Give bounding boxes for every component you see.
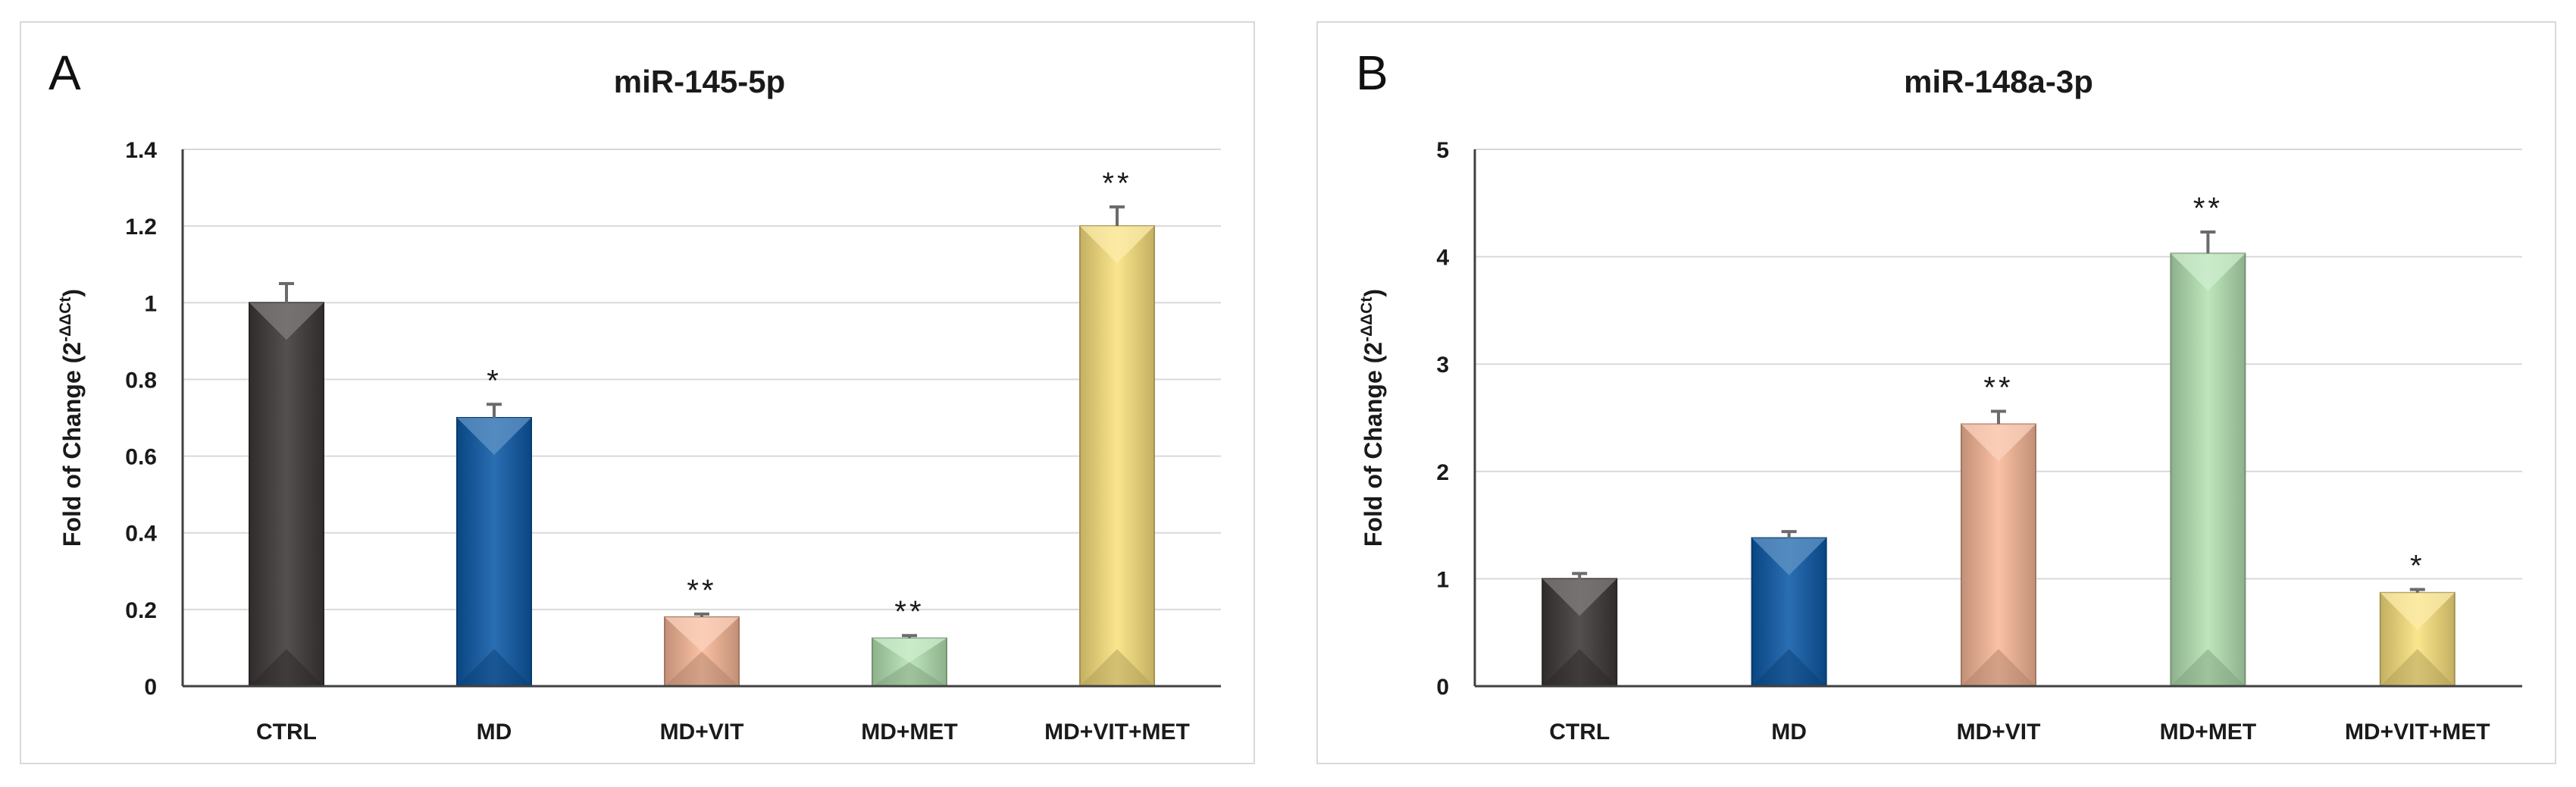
bar-md: [456, 417, 532, 687]
y-tick-label: 2: [1436, 460, 1449, 485]
chart-panel-b: B miR-148a-3p 0 1 2 3 4 5 Fold of Change (2-ΔΔC…: [1316, 21, 2556, 764]
y-axis-label-close: ): [1360, 289, 1387, 297]
chart-panel-a: A miR-145-5p 0 0.2 0.4 0.6 0.8 1 1.2 1.4 Fold of …: [20, 21, 1255, 764]
x-tick-label: CTRL: [256, 720, 317, 745]
x-tick-label: MD+VIT: [660, 720, 744, 745]
bar-bevel-top: [249, 303, 324, 340]
bar-bevel-bottom: [2380, 649, 2455, 686]
bar-bevel-top: [872, 638, 947, 663]
bar-bevel-bottom: [1080, 649, 1154, 686]
y-tick-label: 4: [1436, 246, 1449, 271]
y-tick-label: 0: [144, 675, 157, 700]
panel-label-b: B: [1356, 45, 1388, 100]
y-tick-label: 1: [1436, 567, 1449, 592]
bar-bevel-bottom: [457, 649, 531, 686]
bar-bevel-top: [665, 616, 739, 652]
y-tick-label: 0.6: [125, 445, 157, 470]
chart-svg-a: miR-145-5p 0 0.2 0.4 0.6 0.8 1 1.2 1.4 Fold of Ch…: [57, 64, 1221, 745]
bar-bevel-top: [2171, 253, 2246, 291]
x-tick-label: MD+MET: [861, 720, 958, 745]
x-tick-label: MD+MET: [2160, 720, 2257, 745]
bar-bevel-top: [1080, 226, 1154, 264]
x-tick-label: MD: [477, 720, 512, 745]
bar-bevel-top: [1961, 424, 2036, 462]
y-tick-label: 1.4: [125, 138, 157, 163]
y-tick-label: 1: [144, 291, 157, 316]
bar-bevel-top: [2380, 592, 2455, 630]
chart-svg-b: miR-148a-3p 0 1 2 3 4 5 Fold of Change (2-ΔΔCt)…: [1358, 64, 2522, 745]
x-tick-label: MD: [1771, 720, 1807, 745]
bar-md-vit-met: [1079, 225, 1155, 687]
y-axis-label-main: Fold of Change (2: [58, 342, 86, 547]
y-tick-label: 0: [1436, 675, 1449, 700]
y-tick-label: 0.4: [125, 522, 157, 547]
bar-bevel-bottom: [1961, 649, 2036, 686]
chart-title: miR-145-5p: [614, 64, 785, 99]
y-tick-label: 3: [1436, 353, 1449, 378]
bar-bevel-top: [1542, 578, 1617, 616]
bar-bevel-bottom: [249, 649, 324, 686]
y-tick-label: 1.2: [125, 215, 157, 240]
significance-marker: **: [2193, 192, 2223, 225]
x-tick-label: CTRL: [1549, 720, 1610, 745]
bar-md-met: [2170, 252, 2246, 687]
bar-bevel-bottom: [872, 662, 947, 686]
y-tick-label: 0.2: [125, 598, 157, 623]
y-axis-label-main: Fold of Change (2: [1360, 342, 1387, 547]
y-axis-label-superscript: -ΔΔCt: [57, 297, 74, 342]
significance-marker: **: [1102, 167, 1131, 200]
y-axis-label-close: ): [58, 289, 86, 297]
bar-ctrl: [249, 302, 324, 687]
x-tick-label: MD+VIT: [1957, 720, 2041, 745]
chart-title: miR-148a-3p: [1904, 64, 2093, 99]
significance-marker: *: [487, 364, 502, 397]
x-tick-label: MD+VIT+MET: [1044, 720, 1190, 745]
panel-label-a: A: [49, 45, 81, 100]
y-tick-label: 5: [1436, 138, 1449, 163]
significance-marker: **: [1983, 372, 2013, 405]
bar-bevel-top: [1751, 538, 1826, 575]
y-axis-label: Fold of Change (2-ΔΔCt): [1358, 289, 1387, 547]
bar-bevel-bottom: [2171, 649, 2246, 686]
y-tick-label: 0.8: [125, 368, 157, 393]
bar-bevel-bottom: [1751, 649, 1826, 686]
bar-bevel-bottom: [1542, 649, 1617, 686]
y-axis-label: Fold of Change (2-ΔΔCt): [57, 289, 86, 547]
significance-marker: *: [2410, 550, 2425, 583]
significance-marker: **: [894, 595, 924, 629]
significance-marker: **: [687, 574, 716, 607]
y-axis-label-superscript: -ΔΔCt: [1358, 297, 1376, 342]
bar-md-vit: [1961, 423, 2036, 687]
x-tick-label: MD+VIT+MET: [2345, 720, 2490, 745]
bar-bevel-top: [457, 418, 531, 455]
bar-bevel-bottom: [665, 651, 739, 686]
